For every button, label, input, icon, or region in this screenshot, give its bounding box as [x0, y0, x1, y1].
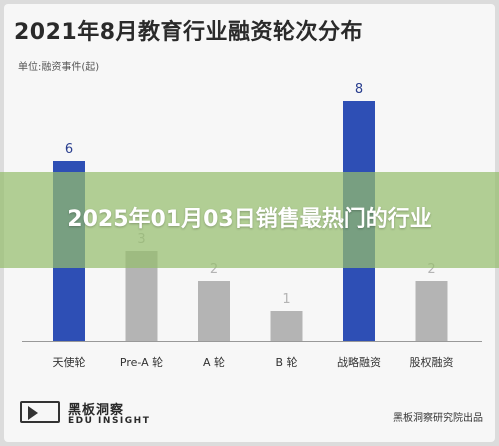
category-label-0: 天使轮 — [53, 355, 86, 369]
category-label-2: A 轮 — [203, 355, 225, 369]
category-label-5: 股权融资 — [410, 356, 454, 369]
value-label-0: 6 — [65, 142, 73, 157]
chart-title: 2021年8月教育行业融资轮次分布 — [14, 20, 364, 45]
category-label-1: Pre-A 轮 — [120, 355, 163, 369]
play-logo-icon — [20, 401, 60, 423]
value-label-5: 2 — [427, 262, 435, 277]
logo-name-en: EDU INSIGHT — [68, 416, 151, 426]
bar-5 — [415, 281, 448, 341]
bar-3 — [270, 311, 303, 341]
overlay-headline: 2025年01月03日销售最热门的行业 — [67, 207, 432, 232]
value-label-2: 2 — [210, 262, 218, 277]
category-label-4: 战略融资 — [337, 355, 381, 369]
unit-label: 单位:融资事件(起) — [18, 62, 100, 73]
edu-insight-logo: 黑板洞察 EDU INSIGHT — [20, 397, 180, 433]
source-credit: 黑板洞察研究院出品 — [393, 413, 483, 424]
value-label-4: 8 — [355, 82, 363, 97]
logo-name-cn: 黑板洞察 — [68, 403, 125, 418]
bar-2 — [198, 281, 230, 341]
value-label-3: 1 — [282, 292, 290, 307]
category-label-3: B 轮 — [275, 355, 297, 369]
overlay-banner: 2025年01月03日销售最热门的行业 — [0, 172, 499, 268]
